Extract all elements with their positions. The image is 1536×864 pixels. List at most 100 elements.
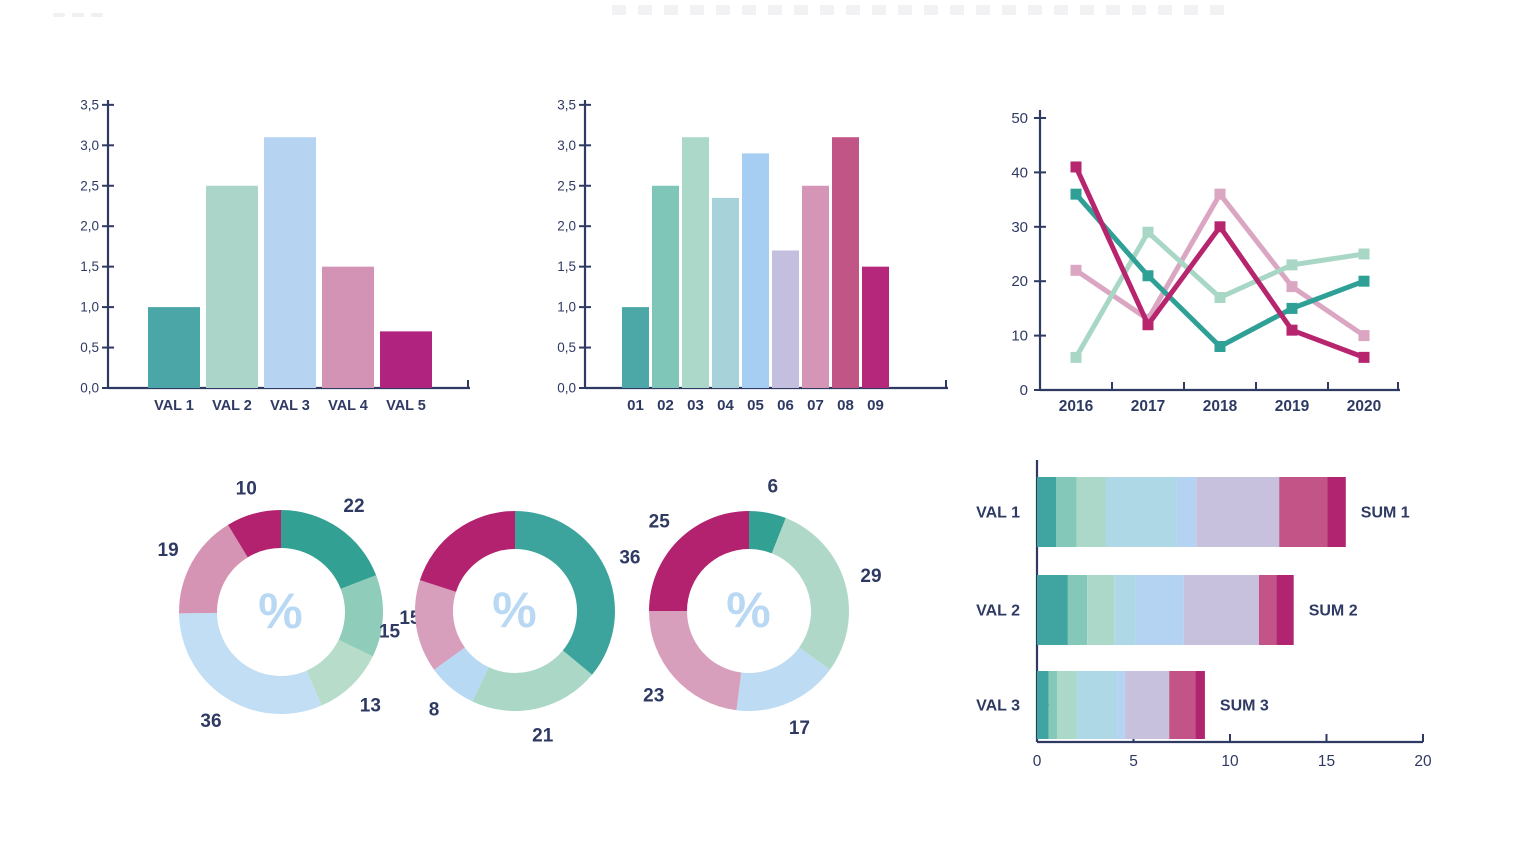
series-pink-marker — [1070, 264, 1082, 276]
series-pink-marker — [1286, 281, 1298, 293]
category-label: 07 — [807, 397, 824, 414]
x-tick-label: 20 — [1414, 753, 1432, 770]
y-tick-label: 3,0 — [80, 138, 99, 153]
line-chart: 0 10 20 30 40 50 2016 2017 2018 2019 2020 — [995, 92, 1425, 427]
x-tick-label: 2018 — [1203, 398, 1238, 415]
y-tick-label: 1,5 — [80, 259, 99, 274]
category-label: VAL 3 — [270, 398, 310, 414]
series-teal-marker — [1286, 302, 1298, 314]
bar-VAL 5 — [380, 331, 432, 388]
stack-segment — [1183, 575, 1259, 645]
row-label: VAL 3 — [976, 698, 1020, 715]
y-tick-label: 3,5 — [557, 97, 576, 112]
decor-square — [1054, 5, 1068, 15]
y-tick-label: 0,5 — [80, 340, 99, 355]
y-tick-label: 2,0 — [80, 219, 99, 234]
stack-segment — [1037, 671, 1049, 739]
stack-segment — [1087, 575, 1115, 645]
y-tick-label: 2,5 — [557, 178, 576, 193]
bar-08 — [832, 137, 859, 388]
donut-segment-pink — [415, 580, 465, 670]
vertical-bar-chart-1-canvas: 0,0 0,5 1,0 1,5 2,0 2,5 3,0 3,5 VAL 1 VAL 2 VAL 3 V… — [80, 97, 470, 414]
x-tick-label: 10 — [1221, 753, 1239, 770]
series-mint-marker — [1214, 292, 1226, 304]
series-teal-marker — [1214, 340, 1226, 352]
donut-segment-value: 36 — [619, 547, 640, 568]
series-mint-marker — [1070, 351, 1082, 363]
row-label: VAL 2 — [976, 603, 1020, 620]
donut-3-center-percent-label: % — [726, 582, 772, 638]
y-tick-label: 10 — [1011, 328, 1028, 345]
stack-segment — [1037, 575, 1068, 645]
y-tick-label: 40 — [1011, 164, 1028, 181]
decor-square — [1210, 5, 1224, 15]
donut-segment-value: 22 — [343, 496, 364, 517]
row-label: VAL 1 — [976, 505, 1020, 522]
donut-2-center-percent-label: % — [492, 582, 538, 638]
donut-chart-3-canvas: 6 29 17 23 25 — [643, 477, 881, 739]
donut-1-center-percent-label: % — [258, 583, 304, 639]
vertical-bar-chart-2: 0,0 0,5 1,0 1,5 2,0 2,5 3,0 3,5 01 02 03 04 05 06 07 08… — [540, 92, 960, 422]
stack-segment — [1195, 671, 1205, 739]
category-label: 06 — [777, 397, 794, 414]
series-mint-marker — [1142, 226, 1154, 238]
bar-04 — [712, 197, 739, 388]
top-left-dashes-decoration — [53, 13, 103, 17]
donut-chart-3: 6 29 17 23 25 — [615, 470, 905, 760]
stack-segment — [1037, 477, 1057, 547]
horizontal-stacked-bar-chart-canvas: 0 5 10 15 20 VAL 1 SUM 1 VAL 2 SUM 2 VAL 3 SUM 3 — [976, 460, 1432, 770]
donut-segment-value: 29 — [860, 566, 881, 587]
stack-segment — [1176, 477, 1197, 547]
stack-segment — [1056, 477, 1077, 547]
sum-label: SUM 1 — [1361, 505, 1410, 522]
category-label: 09 — [867, 397, 884, 414]
donut-segment-value: 13 — [360, 696, 381, 717]
donut-segment-value: 8 — [429, 699, 440, 720]
top-squares-row-decoration — [612, 5, 1224, 15]
donut-segment-value: 23 — [643, 685, 664, 706]
bar-05 — [742, 153, 769, 388]
decor-dash — [72, 13, 84, 17]
category-label: 02 — [657, 397, 674, 414]
series-magenta-marker — [1358, 351, 1370, 363]
y-tick-label: 2,5 — [80, 178, 99, 193]
x-tick-label: 5 — [1129, 753, 1138, 770]
sum-label: SUM 2 — [1309, 603, 1358, 620]
decor-square — [898, 5, 912, 15]
series-magenta-marker — [1286, 324, 1298, 336]
sum-label: SUM 3 — [1220, 698, 1269, 715]
stack-segment — [1114, 575, 1136, 645]
series-teal-marker — [1358, 275, 1370, 287]
series-pink-marker — [1214, 188, 1226, 200]
decor-square — [820, 5, 834, 15]
stack-segment — [1258, 575, 1277, 645]
x-tick-label: 2016 — [1059, 398, 1094, 415]
decor-square — [976, 5, 990, 15]
stack-segment — [1076, 477, 1106, 547]
category-label: VAL 2 — [212, 398, 252, 414]
decor-square — [690, 5, 704, 15]
x-tick-label: 15 — [1318, 753, 1335, 770]
bar-06 — [772, 250, 799, 388]
donut-segment-blue — [434, 647, 489, 702]
donut-segment-blue — [736, 647, 830, 711]
decor-square — [924, 5, 938, 15]
bar-VAL 1 — [148, 307, 200, 388]
donut-segment-teal — [749, 511, 786, 554]
series-magenta-marker — [1214, 221, 1226, 233]
series-mint-marker — [1286, 259, 1298, 271]
category-label: 04 — [717, 397, 734, 414]
stack-segment — [1124, 671, 1170, 739]
decor-square — [612, 5, 626, 15]
stack-segment — [1135, 575, 1184, 645]
bar-03 — [682, 137, 709, 388]
decor-square — [872, 5, 886, 15]
y-tick-label: 0,0 — [557, 381, 576, 396]
y-tick-label: 1,0 — [80, 300, 99, 315]
y-tick-label: 3,0 — [557, 138, 576, 153]
y-tick-label: 50 — [1011, 110, 1028, 127]
bar-09 — [862, 266, 889, 388]
decor-square — [716, 5, 730, 15]
donut-chart-1-canvas: 22 15 13 36 19 10 — [158, 478, 421, 732]
stack-segment — [1067, 575, 1088, 645]
